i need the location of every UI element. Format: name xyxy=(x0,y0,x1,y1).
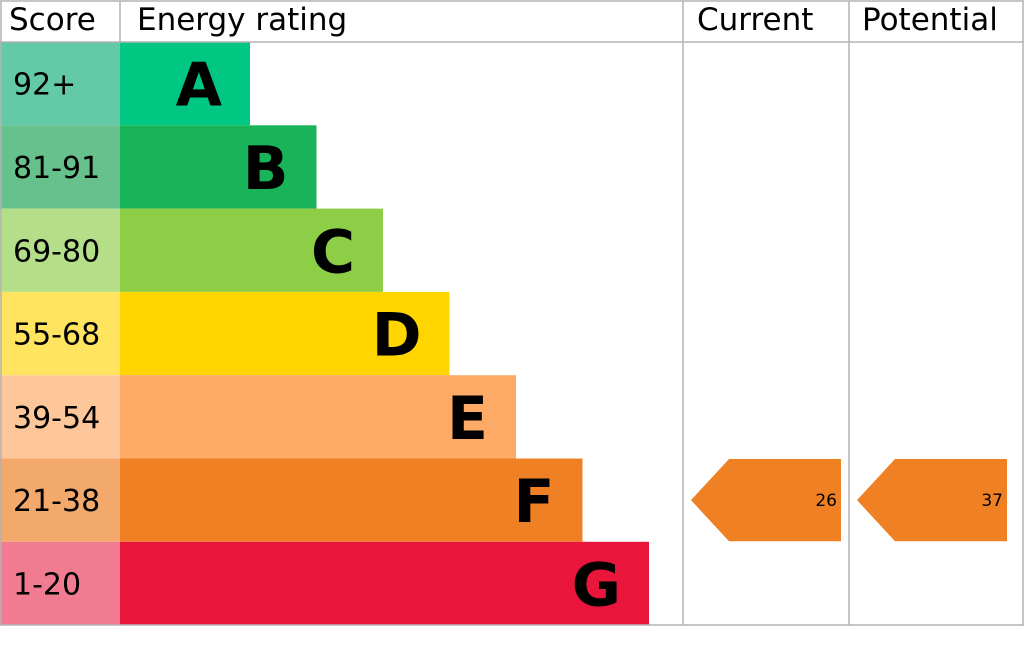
band-bar-f xyxy=(120,458,583,542)
header-current: Current xyxy=(697,2,813,38)
band-letter-d: D xyxy=(372,301,422,371)
band-bar-e xyxy=(120,375,516,459)
band-letter-c: C xyxy=(311,217,355,287)
header-potential: Potential xyxy=(862,2,998,38)
score-cell-b xyxy=(0,125,120,209)
header-energy-rating: Energy rating xyxy=(137,2,347,38)
score-range-f: 21-38 xyxy=(13,484,100,519)
band-bar-b xyxy=(120,125,317,209)
band-bar-a xyxy=(120,42,250,126)
score-cell-f xyxy=(0,458,120,542)
potential-arrow xyxy=(857,459,1007,542)
band-bar-c xyxy=(120,208,383,292)
grid-lines xyxy=(0,0,1024,626)
score-cell-d xyxy=(0,291,120,376)
band-letter-a: A xyxy=(176,51,223,121)
band-letter-b: B xyxy=(243,134,289,204)
current-arrow xyxy=(691,459,841,542)
score-range-d: 55-68 xyxy=(13,318,100,353)
score-range-a: 92+ xyxy=(13,68,76,103)
header-score: Score xyxy=(9,2,96,38)
potential-value-label: 37 xyxy=(981,491,1003,511)
score-cell-a xyxy=(0,42,120,126)
rating-arrows: 26 37 xyxy=(691,459,1007,542)
band-letter-g: G xyxy=(572,550,621,620)
band-bar-d xyxy=(120,291,450,376)
score-range-b: 81-91 xyxy=(13,151,100,186)
rating-bands: 92+ A 81-91 B 69-80 C 55-68 D 39-54 E 21-38 F 1-20 G xyxy=(0,42,649,626)
current-value-label: 26 xyxy=(815,491,837,511)
score-cell-c xyxy=(0,208,120,292)
score-cell-g xyxy=(0,541,120,626)
band-bar-g xyxy=(120,541,649,626)
score-range-c: 69-80 xyxy=(13,234,100,269)
band-letter-e: E xyxy=(447,384,488,454)
score-cell-e xyxy=(0,375,120,459)
band-letter-f: F xyxy=(514,467,555,537)
score-range-e: 39-54 xyxy=(13,401,100,436)
score-range-g: 1-20 xyxy=(13,567,81,602)
